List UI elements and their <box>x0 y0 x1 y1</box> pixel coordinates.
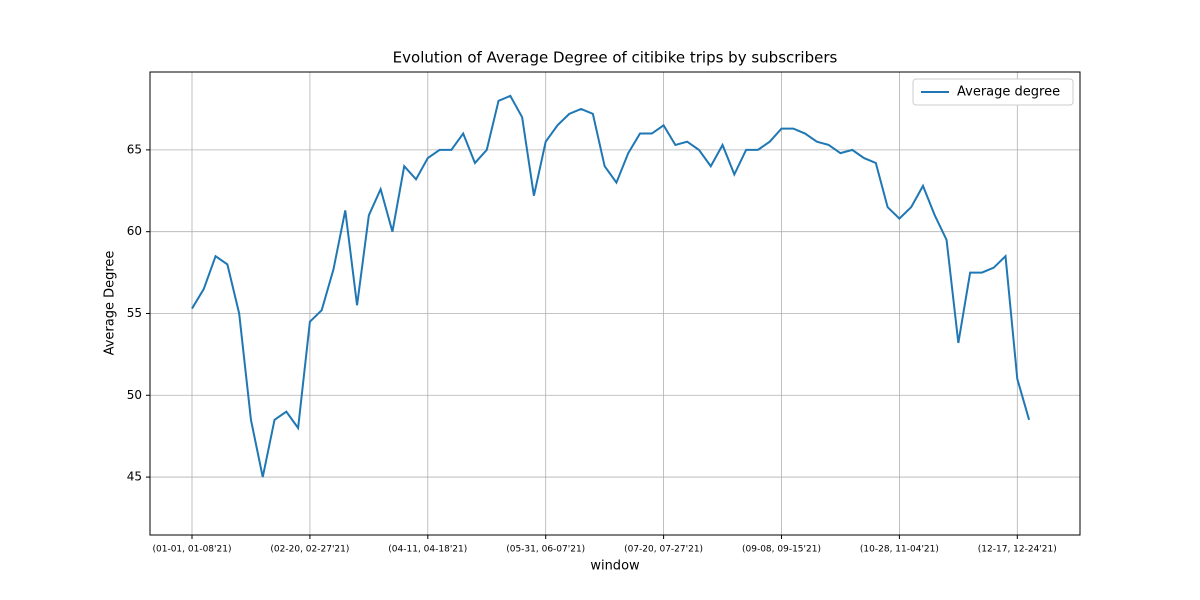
data-line <box>191 94 1031 478</box>
y-tick-label: 65 <box>127 142 142 156</box>
x-tick-label: (02-20, 02-27'21) <box>270 545 349 555</box>
y-tick-label: 45 <box>127 470 142 484</box>
x-tick-label: (07-20, 07-27'21) <box>624 545 703 555</box>
y-tick-label: 55 <box>127 306 142 320</box>
legend-box <box>912 78 1074 106</box>
plot-frame <box>149 71 1081 536</box>
y-tick-label: 60 <box>127 224 142 238</box>
x-tick-label: (01-01, 01-08'21) <box>153 545 232 555</box>
x-axis-label: window <box>590 559 640 574</box>
x-tick-label: (04-11, 04-18'21) <box>388 545 467 555</box>
x-tick-label: (10-28, 11-04'21) <box>860 545 939 555</box>
x-tick-label: (09-08, 09-15'21) <box>742 545 821 555</box>
y-tick-label: 50 <box>127 388 142 402</box>
x-tick-label: (12-17, 12-24'21) <box>978 545 1057 555</box>
y-axis-label: Average Degree <box>103 251 118 356</box>
x-tick-label: (05-31, 06-07'21) <box>506 545 585 555</box>
legend-label: Average degree <box>957 85 1060 100</box>
chart-title: Evolution of Average Degree of citibike … <box>393 49 838 67</box>
